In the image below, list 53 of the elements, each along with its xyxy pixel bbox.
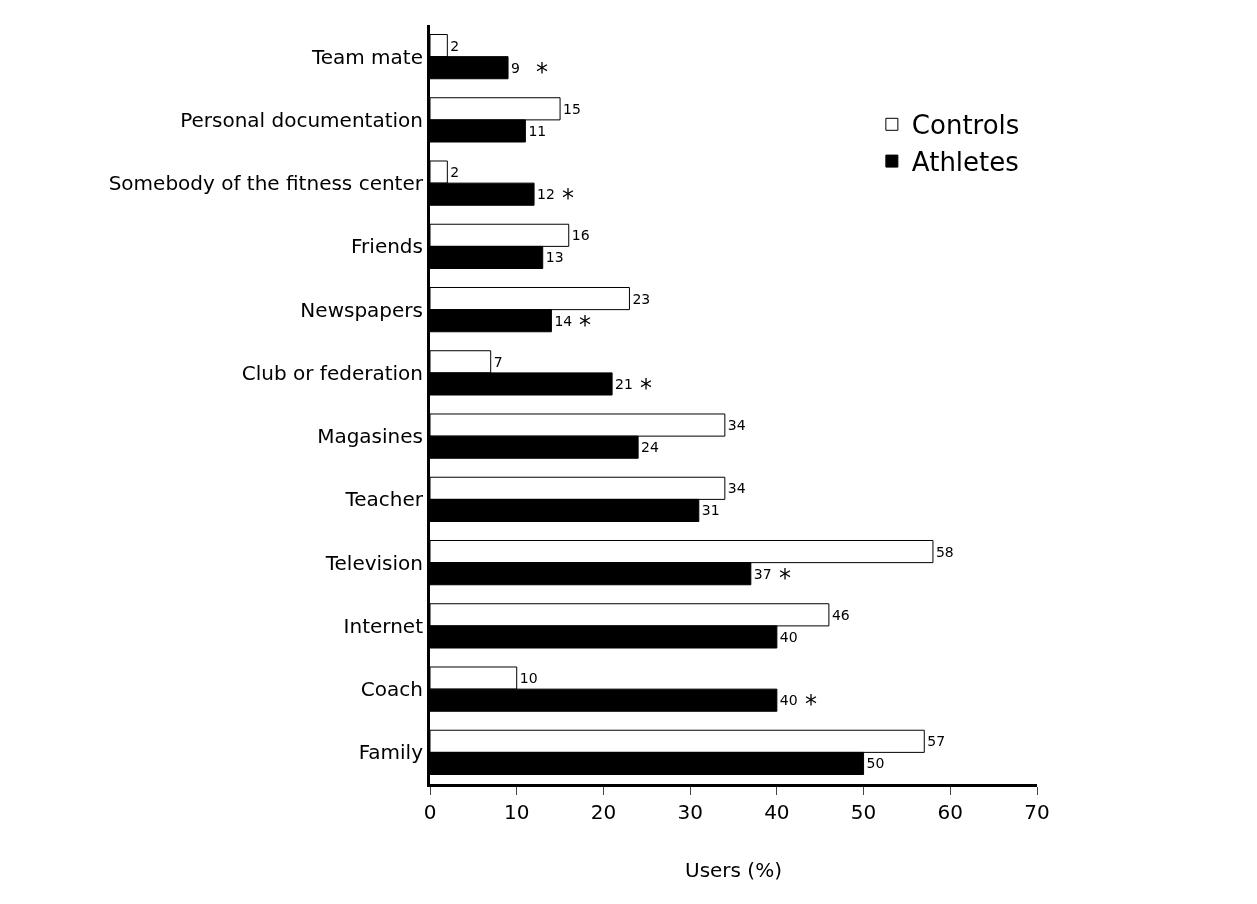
data-label: 13 bbox=[545, 249, 564, 266]
data-label: 23 bbox=[632, 290, 651, 307]
x-tick-label: 20 bbox=[590, 800, 617, 824]
x-tick-label: 50 bbox=[850, 800, 877, 824]
y-tick-label: Internet bbox=[343, 613, 424, 638]
y-tick-label: Television bbox=[324, 550, 423, 575]
x-tick-label: 10 bbox=[503, 800, 530, 824]
annotation: * bbox=[562, 184, 574, 212]
x-tick-label: 30 bbox=[677, 800, 703, 824]
data-label: 34 bbox=[727, 480, 746, 497]
data-label: 50 bbox=[866, 755, 885, 772]
y-tick-label: Teacher bbox=[344, 487, 424, 512]
y-tick-label: Club or federation bbox=[241, 360, 423, 385]
annotation: * bbox=[805, 690, 817, 718]
annotation: * bbox=[536, 58, 548, 86]
y-tick-label: Family bbox=[358, 740, 424, 765]
x-tick-label: 60 bbox=[937, 800, 964, 824]
data-label: 2 bbox=[450, 37, 460, 54]
data-label: 15 bbox=[563, 100, 581, 117]
y-tick-label: Team mate bbox=[310, 44, 423, 69]
x-tick-label: 40 bbox=[764, 800, 790, 824]
data-label: 10 bbox=[519, 670, 538, 687]
x-axis-title: Users (%) bbox=[685, 857, 782, 882]
annotation: * bbox=[640, 374, 652, 402]
data-label: 16 bbox=[571, 227, 590, 244]
data-label: 57 bbox=[927, 733, 946, 750]
legend-label: Controls bbox=[911, 110, 1020, 141]
annotation: * bbox=[779, 564, 791, 592]
data-label: 40 bbox=[779, 692, 798, 709]
data-label: 11 bbox=[528, 122, 547, 139]
legend-label: Athletes bbox=[911, 147, 1019, 178]
data-label: 46 bbox=[831, 606, 850, 623]
data-label: 12 bbox=[537, 186, 555, 203]
data-label: 37 bbox=[753, 565, 772, 582]
data-label: 2 bbox=[450, 164, 460, 181]
data-label: 31 bbox=[701, 502, 720, 519]
data-label: 40 bbox=[779, 628, 798, 645]
x-tick-label: 70 bbox=[1024, 800, 1050, 824]
data-label: 21 bbox=[615, 375, 633, 392]
data-label: 14 bbox=[554, 312, 573, 329]
x-tick-label: 0 bbox=[423, 800, 437, 824]
data-label: 58 bbox=[935, 543, 954, 560]
y-tick-label: Magasines bbox=[317, 424, 423, 449]
data-label: 24 bbox=[641, 439, 660, 456]
data-label: 9 bbox=[511, 59, 520, 76]
y-tick-label: Coach bbox=[360, 677, 423, 702]
annotation: * bbox=[579, 311, 591, 339]
data-label: 34 bbox=[727, 417, 746, 434]
y-tick-label: Newspapers bbox=[300, 297, 423, 322]
y-tick-label: Personal documentation bbox=[180, 107, 423, 132]
y-tick-label: Friends bbox=[351, 234, 423, 259]
y-tick-label: Somebody of the fitness center bbox=[108, 171, 424, 196]
data-label: 7 bbox=[493, 353, 503, 370]
